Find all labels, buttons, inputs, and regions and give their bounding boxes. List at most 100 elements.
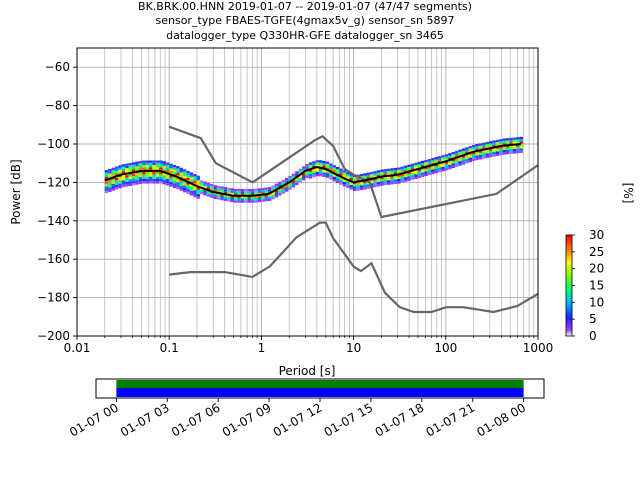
pdf-cell (108, 175, 112, 179)
pdf-cell (148, 165, 153, 168)
pdf-cell (118, 169, 122, 173)
pdf-cell (495, 153, 500, 156)
pdf-cell (278, 181, 282, 184)
pdf-cell (148, 162, 153, 166)
pdf-cell (410, 163, 415, 167)
pdf-cell (403, 167, 408, 171)
pdf-cell (335, 169, 340, 172)
timeline-tick-label: 01-07 21 (424, 400, 478, 439)
pdf-cell (397, 172, 401, 175)
pdf-cell (237, 195, 241, 199)
pdf-cell (159, 167, 163, 170)
pdf-cell (237, 200, 241, 203)
pdf-cell (400, 171, 404, 174)
pdf-cell (267, 196, 272, 199)
pdf-cell (135, 163, 139, 167)
pdf-cell (495, 142, 500, 145)
pdf-cell (159, 165, 163, 168)
pdf-cell (142, 174, 146, 177)
pdf-cell (478, 157, 483, 160)
pdf-cell (468, 153, 472, 156)
pdf-cell (138, 167, 143, 171)
pdf-cell (400, 168, 404, 172)
pdf-cell (118, 167, 122, 170)
pdf-cell (247, 198, 251, 201)
pdf-cell (291, 173, 296, 176)
pdf-cell (485, 148, 489, 152)
pdf-cell (138, 181, 143, 185)
pdf-cell (516, 146, 520, 149)
pdf-cell (509, 149, 513, 152)
pdf-cell (162, 177, 166, 180)
pdf-cell (492, 145, 496, 148)
pdf-cell (332, 174, 336, 177)
pdf-cell (335, 178, 340, 181)
pdf-cell (111, 174, 115, 177)
pdf-cell (104, 174, 109, 178)
pdf-cell (169, 179, 173, 183)
pdf-cell (240, 198, 245, 201)
pdf-cell (274, 195, 279, 198)
pdf-cell (179, 167, 183, 171)
pdf-cell (274, 190, 279, 193)
pdf-cell (176, 173, 180, 176)
pdf-cell (261, 197, 265, 200)
pdf-cell (502, 147, 506, 151)
pdf-cell (461, 157, 466, 160)
pdf-cell (111, 181, 115, 184)
pdf-cell (138, 177, 143, 180)
pdf-cell (305, 163, 309, 167)
pdf-cell (444, 156, 449, 159)
pdf-cell (359, 173, 364, 177)
pdf-cell (203, 190, 207, 194)
pdf-cell (318, 162, 323, 165)
pdf-cell (322, 172, 326, 175)
pdf-cell (298, 168, 302, 172)
pdf-cell (267, 187, 272, 190)
pdf-cell (135, 166, 139, 169)
pdf-cell (315, 162, 319, 165)
pdf-cell (322, 170, 326, 173)
pdf-cell (145, 167, 149, 170)
pdf-cell (155, 174, 160, 177)
pdf-cell (172, 185, 177, 188)
pdf-cell (329, 168, 333, 171)
pdf-cell (437, 167, 442, 170)
pdf-cell (131, 169, 136, 172)
pdf-cell (346, 181, 350, 184)
pdf-cell (342, 179, 347, 182)
pdf-cell (193, 178, 197, 181)
pdf-cell (261, 187, 265, 191)
pdf-cell (308, 173, 313, 177)
pdf-cell (247, 188, 251, 192)
pdf-cell (482, 156, 486, 159)
pdf-cell (125, 165, 129, 169)
pdf-cell (356, 186, 360, 189)
colorbar-tick-label: 5 (589, 312, 597, 326)
pdf-cell (298, 171, 302, 174)
pdf-cell (373, 182, 377, 185)
pdf-cell (264, 199, 268, 202)
pdf-cell (295, 171, 299, 174)
pdf-cell (420, 165, 425, 168)
pdf-cell (155, 176, 160, 179)
pdf-cell (111, 167, 115, 171)
noise-model-low (169, 221, 539, 314)
pdf-cell (485, 155, 489, 159)
pdf-cell (403, 174, 408, 178)
pdf-cell (210, 195, 214, 198)
pdf-cell (114, 182, 119, 185)
pdf-cell (393, 167, 398, 171)
pdf-cell (114, 178, 119, 181)
pdf-cell (499, 139, 503, 142)
pdf-cell (420, 172, 425, 175)
pdf-cell (237, 198, 241, 201)
pdf-cell (461, 155, 466, 158)
pdf-cell (233, 191, 238, 194)
pdf-cell (407, 171, 411, 174)
noise-model-curves (168, 125, 539, 314)
pdf-cell (182, 169, 187, 172)
pdf-cell (373, 178, 377, 181)
pdf-cell (516, 150, 520, 154)
pdf-cell (244, 198, 248, 201)
